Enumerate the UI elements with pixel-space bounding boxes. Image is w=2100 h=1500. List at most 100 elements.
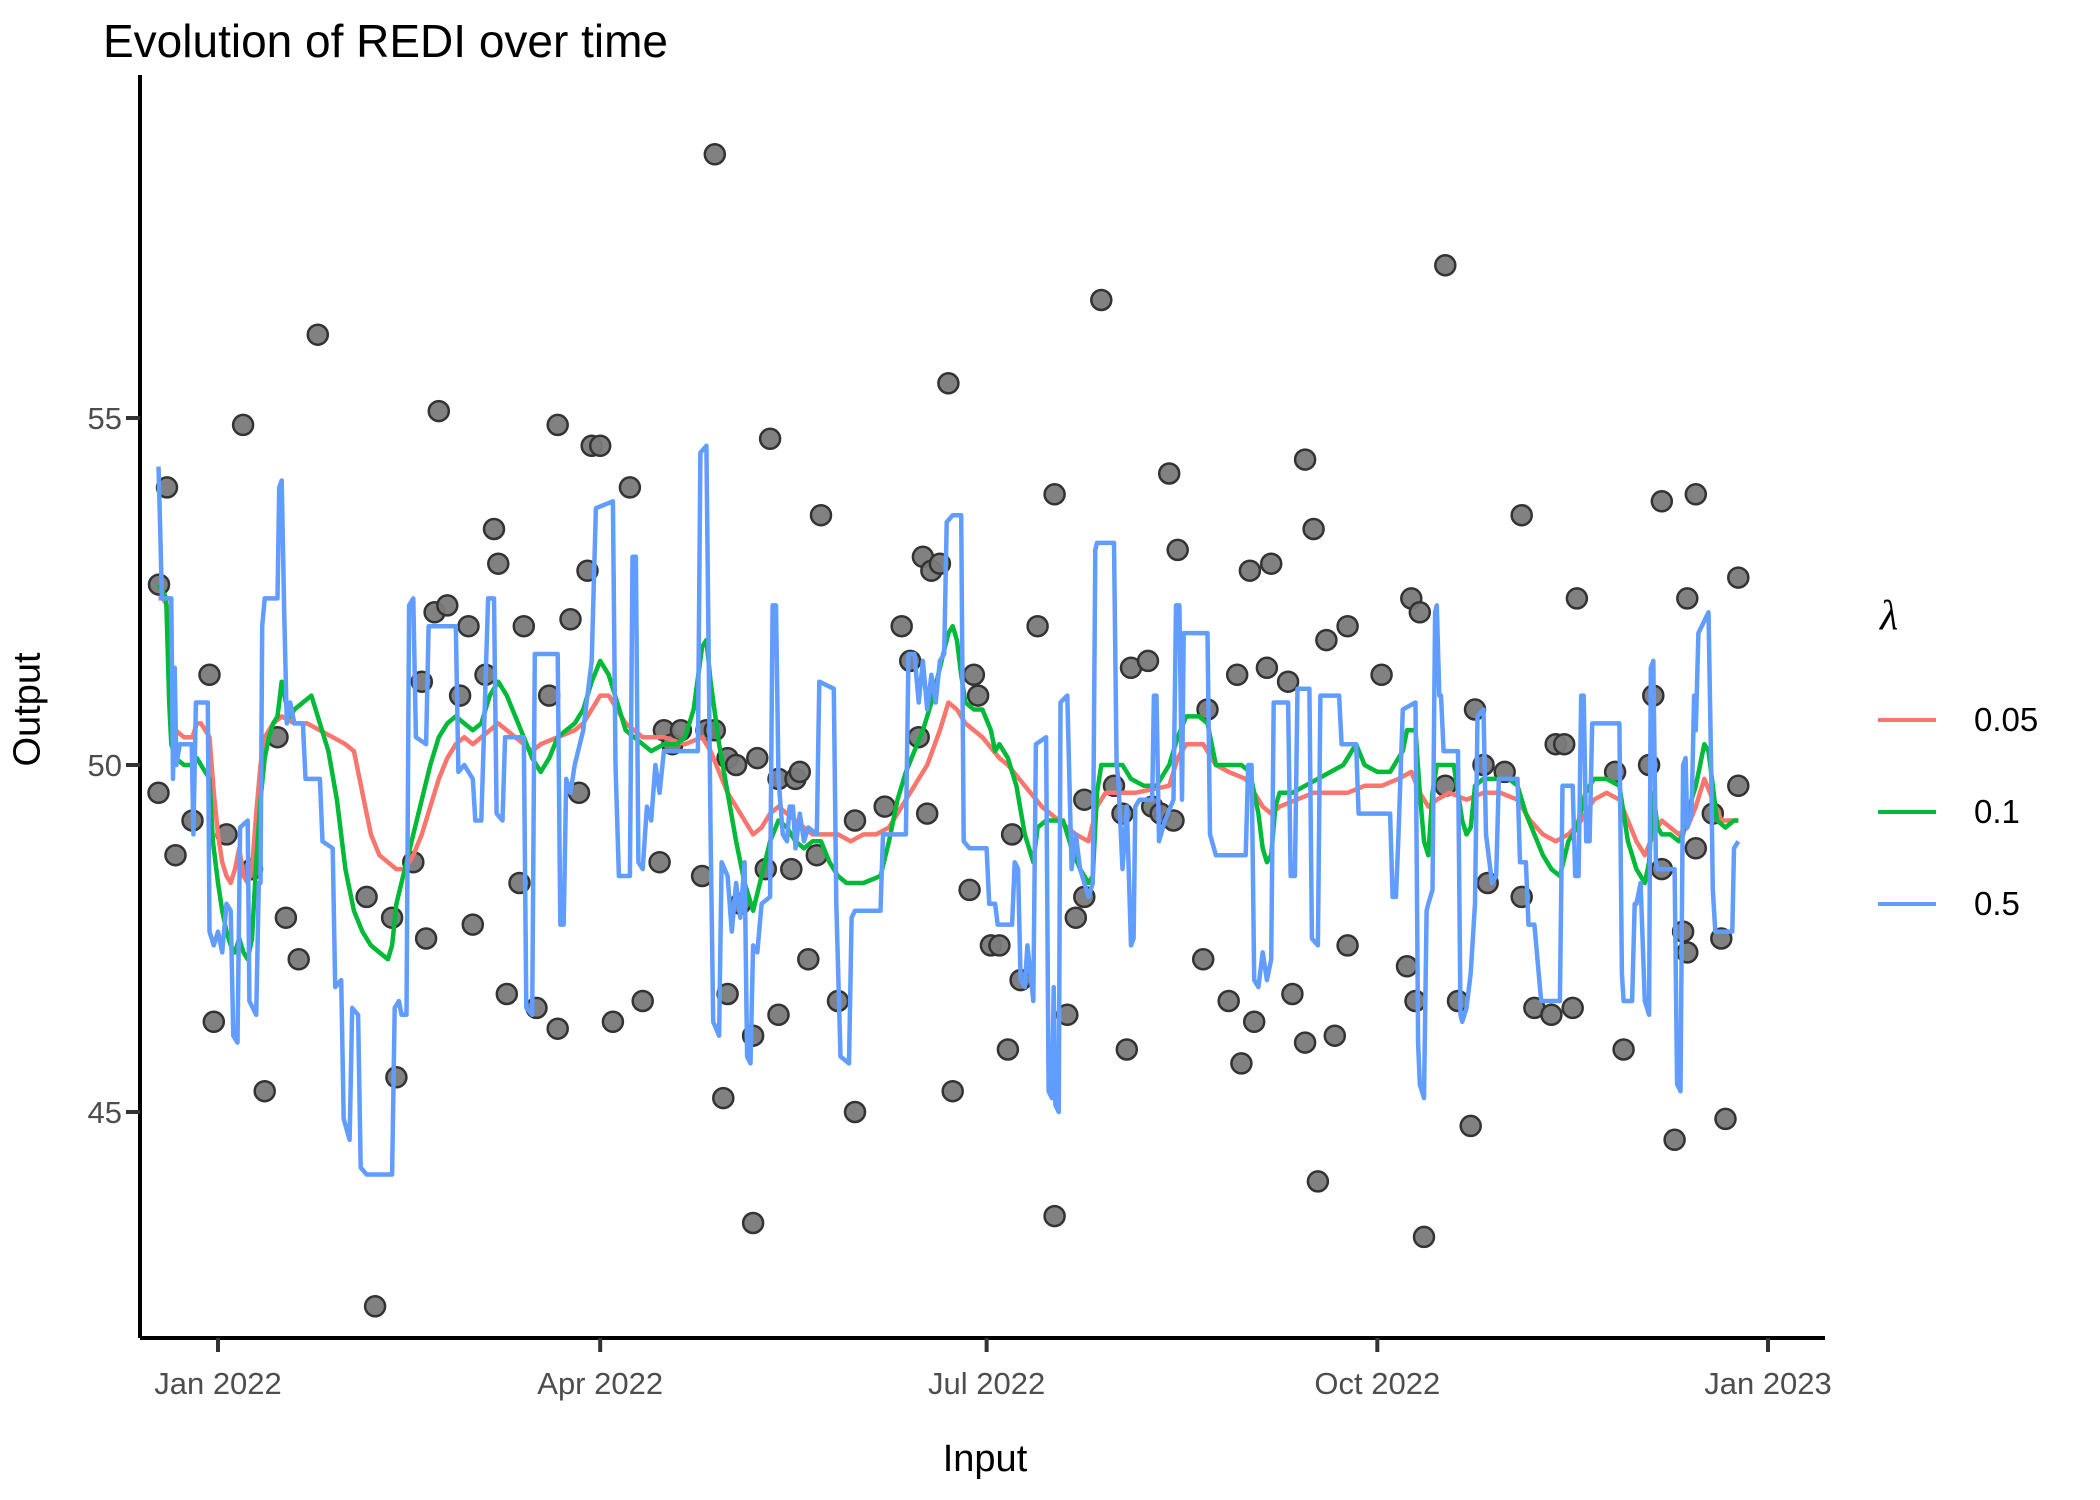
scatter-point — [495, 982, 519, 1006]
scatter-point — [873, 795, 896, 818]
scatter-point — [1684, 837, 1708, 860]
scatter-point — [1166, 538, 1189, 562]
scatter-point — [797, 948, 820, 971]
x-tick-label: Oct 2022 — [1314, 1366, 1441, 1401]
scatter-point — [843, 809, 867, 832]
scatter-point — [1293, 448, 1317, 471]
scatter-point — [1370, 663, 1393, 687]
scatter-point — [363, 1295, 387, 1318]
scatter-point — [588, 434, 612, 458]
scatter-point — [274, 906, 298, 929]
scatter-point — [601, 1010, 625, 1034]
legend-item-0.1: 0.1 — [1878, 766, 2088, 858]
scatter-point — [1565, 587, 1589, 610]
scatter-point — [915, 802, 939, 825]
legend-item-label: 0.5 — [1974, 885, 2020, 922]
scatter-point — [1000, 823, 1024, 846]
scatter-point — [1336, 614, 1359, 638]
scatter-point — [1043, 483, 1066, 506]
scatter-point — [1650, 490, 1674, 513]
scatter-point — [746, 746, 769, 770]
scatter-point — [1714, 1107, 1737, 1131]
scatter-point — [457, 614, 480, 638]
scatter-point — [1259, 552, 1283, 575]
scatter-point — [1111, 802, 1134, 825]
scatter-point — [1026, 614, 1049, 638]
scatter-point — [1306, 1170, 1330, 1193]
scatter-point — [1302, 517, 1325, 541]
scatter-point — [461, 913, 485, 936]
chart-title: Evolution of REDI over time — [103, 15, 669, 67]
scatter-point — [1612, 1038, 1635, 1061]
scatter-point — [1242, 1010, 1266, 1034]
scatter-point — [287, 948, 310, 971]
scatter-point — [1090, 288, 1113, 312]
scatter-point — [436, 594, 459, 617]
legend-item-label: 0.05 — [1974, 701, 2039, 738]
y-tick-label: 45 — [87, 1095, 122, 1130]
scatter-point — [996, 1038, 1020, 1061]
legend-key-line — [1878, 718, 1936, 722]
scatter-point — [231, 413, 255, 437]
scatter-point — [1315, 628, 1338, 652]
scatter-point — [1276, 670, 1300, 693]
y-tick-label: 55 — [87, 401, 122, 436]
scatter-point — [958, 878, 981, 902]
scatter-point — [1510, 503, 1533, 527]
scatter-point — [448, 684, 472, 707]
x-tick-label: Jan 2022 — [154, 1366, 282, 1401]
scatter-point — [1395, 955, 1419, 978]
scatter-point — [1281, 982, 1304, 1006]
legend-item-0.05: 0.05 — [1878, 674, 2088, 766]
scatter-point — [1225, 663, 1249, 687]
scatter-point — [941, 1079, 964, 1103]
series-line-0.5 — [156, 443, 1741, 1177]
scatter-point — [1064, 906, 1088, 929]
scatter-point — [1663, 1128, 1686, 1152]
scatter-point — [937, 372, 960, 395]
y-axis-title: Output — [6, 652, 49, 767]
scatter-point — [1727, 774, 1750, 798]
scatter-point — [1230, 1052, 1253, 1075]
x-tick-label: Jan 2023 — [1704, 1366, 1832, 1401]
scatter-point — [202, 1010, 226, 1034]
scatter-point — [198, 663, 221, 687]
scatter-point — [1552, 732, 1576, 756]
scatter-point — [1043, 1204, 1066, 1228]
scatter-point — [1136, 649, 1160, 673]
scatter-point — [890, 614, 913, 638]
line-layer — [156, 443, 1741, 1177]
scatter-point — [253, 1079, 276, 1103]
scatter-point — [631, 989, 654, 1013]
scatter-point — [788, 760, 812, 784]
scatter-point — [966, 684, 990, 707]
scatter-point — [712, 1086, 735, 1110]
scatter-point — [843, 1100, 867, 1124]
scatter-point — [1238, 559, 1262, 582]
scatter-point — [758, 427, 782, 451]
scatter-point — [482, 517, 506, 541]
scatter-point — [648, 850, 671, 874]
legend: λ 0.05 0.1 0.5 — [1878, 592, 2088, 950]
scatter-point — [1157, 462, 1181, 485]
scatter-point — [962, 663, 986, 687]
scatter-point — [1459, 1114, 1482, 1138]
scatter-point — [741, 1211, 765, 1235]
x-tick-label: Apr 2022 — [537, 1366, 664, 1401]
legend-item-0.5: 0.5 — [1878, 858, 2088, 950]
scatter-point — [512, 614, 536, 638]
scatter-point — [1217, 989, 1240, 1013]
scatter-point — [1561, 996, 1584, 1020]
scatter-point — [767, 1003, 790, 1027]
scatter-layer — [147, 143, 1750, 1318]
scatter-point — [618, 476, 642, 499]
scatter-point — [487, 552, 510, 575]
scatter-point — [809, 503, 833, 527]
legend-key-line — [1878, 902, 1936, 906]
scatter-point — [1336, 934, 1359, 957]
scatter-point — [1540, 1003, 1563, 1027]
scatter-point — [546, 1017, 569, 1040]
scatter-point — [780, 857, 803, 881]
scatter-point — [988, 934, 1011, 957]
